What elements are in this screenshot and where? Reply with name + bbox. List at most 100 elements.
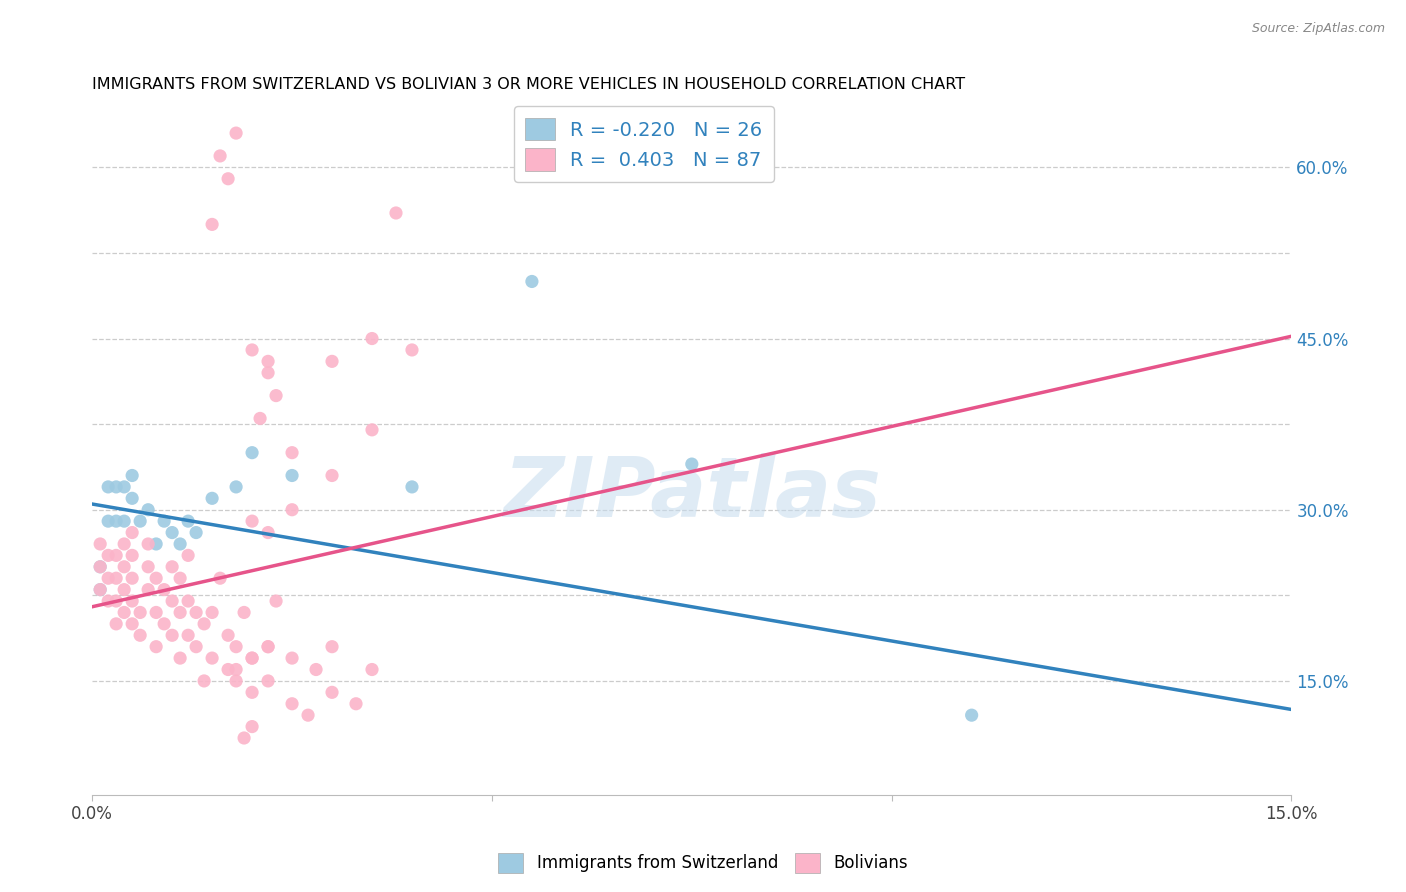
Point bbox=[112, 559, 135, 574]
Point bbox=[281, 445, 304, 459]
Point bbox=[160, 628, 183, 642]
Point bbox=[201, 651, 224, 665]
Point bbox=[112, 582, 135, 597]
Point bbox=[105, 480, 128, 494]
Point bbox=[112, 480, 135, 494]
Point bbox=[281, 502, 304, 516]
Point bbox=[297, 708, 319, 723]
Point bbox=[281, 651, 304, 665]
Point bbox=[257, 640, 280, 654]
Point bbox=[344, 697, 367, 711]
Point bbox=[520, 275, 543, 289]
Point bbox=[136, 582, 159, 597]
Point bbox=[385, 206, 408, 220]
Point bbox=[257, 354, 280, 368]
Point bbox=[281, 468, 304, 483]
Point bbox=[257, 525, 280, 540]
Point bbox=[121, 468, 143, 483]
Point bbox=[153, 616, 176, 631]
Point bbox=[201, 218, 224, 232]
Point bbox=[89, 537, 111, 551]
Point bbox=[201, 606, 224, 620]
Point bbox=[257, 673, 280, 688]
Point bbox=[89, 582, 111, 597]
Point bbox=[305, 663, 328, 677]
Point bbox=[145, 640, 167, 654]
Point bbox=[240, 343, 263, 357]
Point bbox=[361, 423, 384, 437]
Point bbox=[160, 525, 183, 540]
Point bbox=[281, 697, 304, 711]
Point bbox=[321, 685, 343, 699]
Point bbox=[264, 389, 287, 403]
Point bbox=[184, 606, 207, 620]
Point bbox=[401, 480, 423, 494]
Point bbox=[201, 491, 224, 506]
Point bbox=[105, 594, 128, 608]
Point bbox=[225, 673, 247, 688]
Point bbox=[193, 616, 215, 631]
Point bbox=[209, 571, 232, 585]
Point bbox=[361, 332, 384, 346]
Point bbox=[136, 537, 159, 551]
Point bbox=[153, 582, 176, 597]
Point bbox=[112, 537, 135, 551]
Point bbox=[129, 628, 152, 642]
Point bbox=[217, 663, 239, 677]
Legend: R = -0.220   N = 26, R =  0.403   N = 87: R = -0.220 N = 26, R = 0.403 N = 87 bbox=[513, 106, 773, 182]
Point bbox=[401, 343, 423, 357]
Point bbox=[97, 514, 120, 528]
Point bbox=[136, 559, 159, 574]
Point bbox=[89, 582, 111, 597]
Point bbox=[169, 651, 191, 665]
Point bbox=[121, 549, 143, 563]
Point bbox=[145, 606, 167, 620]
Point bbox=[105, 514, 128, 528]
Point bbox=[89, 559, 111, 574]
Point bbox=[209, 149, 232, 163]
Point bbox=[97, 480, 120, 494]
Point bbox=[321, 354, 343, 368]
Point bbox=[97, 571, 120, 585]
Point bbox=[217, 171, 239, 186]
Point bbox=[177, 549, 200, 563]
Point bbox=[177, 628, 200, 642]
Point bbox=[233, 731, 256, 745]
Point bbox=[129, 514, 152, 528]
Point bbox=[89, 559, 111, 574]
Point bbox=[361, 663, 384, 677]
Point bbox=[240, 720, 263, 734]
Point bbox=[105, 616, 128, 631]
Point bbox=[97, 594, 120, 608]
Point bbox=[240, 514, 263, 528]
Point bbox=[225, 663, 247, 677]
Point bbox=[225, 640, 247, 654]
Point bbox=[112, 606, 135, 620]
Point bbox=[240, 445, 263, 459]
Point bbox=[225, 126, 247, 140]
Point bbox=[121, 491, 143, 506]
Point bbox=[145, 571, 167, 585]
Point bbox=[184, 525, 207, 540]
Point bbox=[121, 525, 143, 540]
Point bbox=[121, 571, 143, 585]
Point bbox=[160, 559, 183, 574]
Point bbox=[169, 606, 191, 620]
Point bbox=[169, 537, 191, 551]
Point bbox=[184, 640, 207, 654]
Point bbox=[264, 594, 287, 608]
Point bbox=[169, 571, 191, 585]
Point bbox=[97, 549, 120, 563]
Point bbox=[153, 514, 176, 528]
Point bbox=[177, 514, 200, 528]
Text: IMMIGRANTS FROM SWITZERLAND VS BOLIVIAN 3 OR MORE VEHICLES IN HOUSEHOLD CORRELAT: IMMIGRANTS FROM SWITZERLAND VS BOLIVIAN … bbox=[93, 78, 966, 93]
Point bbox=[257, 640, 280, 654]
Point bbox=[160, 594, 183, 608]
Point bbox=[257, 366, 280, 380]
Point bbox=[225, 480, 247, 494]
Point bbox=[129, 606, 152, 620]
Point bbox=[121, 616, 143, 631]
Text: ZIPatlas: ZIPatlas bbox=[503, 453, 880, 534]
Point bbox=[321, 640, 343, 654]
Point bbox=[112, 514, 135, 528]
